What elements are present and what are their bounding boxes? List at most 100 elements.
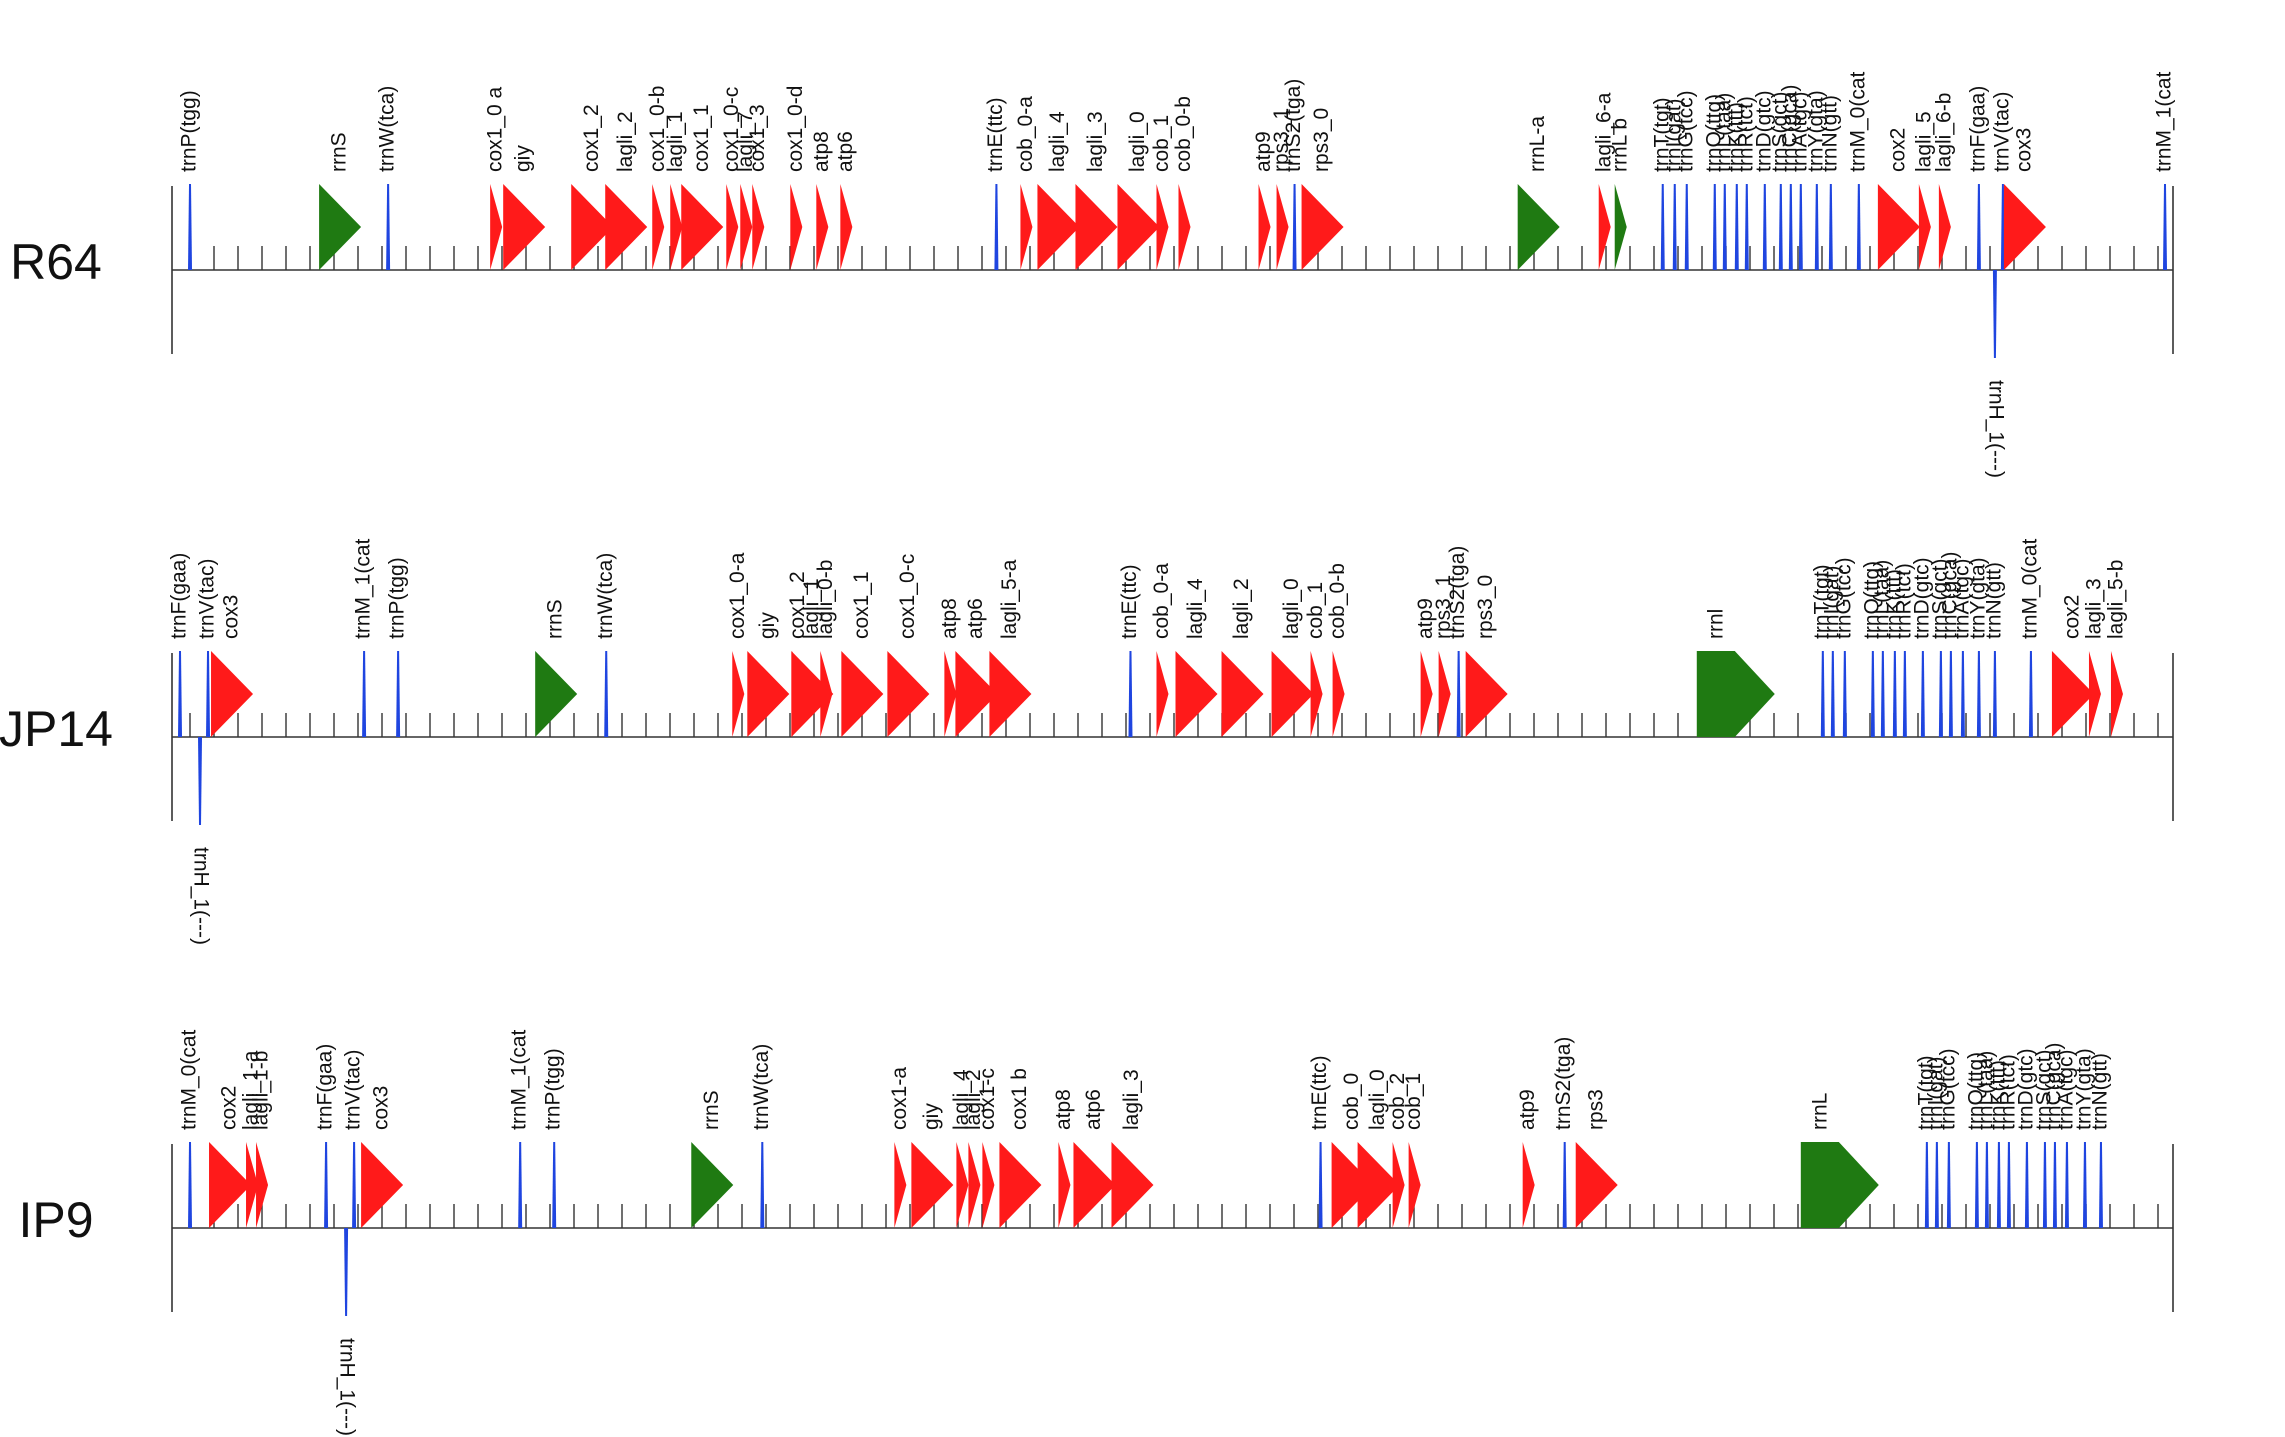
gene-label: trnD(gtc) — [2014, 1048, 2037, 1130]
gene-label: trnC(gca) — [2042, 1042, 2065, 1130]
gene-label: trnQ(ttg) — [1860, 561, 1883, 639]
gene-label: cox1_1 — [850, 571, 873, 639]
gene-label: trnF(gaa) — [314, 1044, 337, 1130]
gene-label: trnL(taa) — [1712, 93, 1735, 172]
gene-label: trnY(gta) — [1804, 90, 1827, 172]
protein-gene-feature — [1392, 1142, 1405, 1228]
gene-label: rrnS — [544, 599, 567, 639]
gene-label: trnW(tca) — [594, 553, 617, 639]
gene-label: cob_0-a — [1150, 563, 1173, 639]
protein-gene-feature — [1438, 651, 1451, 737]
trna-feature — [2000, 184, 2005, 270]
gene-label: trnQ(ttg) — [1964, 1052, 1987, 1130]
protein-gene-feature — [209, 1142, 252, 1228]
protein-gene-feature — [1020, 184, 1033, 270]
gene-label: rps3_1 — [1270, 108, 1293, 172]
trna-feature — [1992, 270, 1997, 358]
gene-label: trnW(tca) — [376, 86, 399, 172]
trna-feature — [2024, 1142, 2029, 1228]
gene-label: trnP(tgg) — [386, 557, 409, 639]
gene-label: cox1_0-c — [896, 554, 919, 639]
trna-feature — [1934, 1142, 1939, 1228]
gene-label: trnH_1(---) — [189, 847, 212, 945]
rrna-feature — [691, 1142, 734, 1228]
gene-label: trnS(gct) — [1768, 91, 1791, 172]
trna-feature — [178, 651, 183, 737]
protein-gene-feature — [989, 651, 1032, 737]
gene-label: trnV(tac) — [1990, 91, 2013, 172]
protein-gene-feature — [2110, 651, 2123, 737]
gene-label: cob_1 — [1150, 115, 1173, 172]
protein-gene-feature — [1111, 1142, 1154, 1228]
gene-label: cox2 — [218, 1086, 241, 1130]
trna-feature — [1902, 651, 1907, 737]
protein-gene-feature — [1156, 651, 1169, 737]
protein-gene-feature — [211, 651, 254, 737]
trna-feature — [1996, 1142, 2001, 1228]
protein-gene-feature — [999, 1142, 1042, 1228]
gene-label: lagli_0-b — [814, 560, 837, 639]
protein-gene-feature — [1357, 1142, 1400, 1228]
gene-label: atp9 — [1414, 598, 1437, 639]
protein-gene-feature — [841, 651, 884, 737]
gene-label: cob_2 — [1386, 1073, 1409, 1130]
gene-label: lagli_1 — [664, 111, 687, 172]
protein-gene-feature — [1156, 184, 1169, 270]
trna-feature — [206, 651, 211, 737]
gene-label: rrnS — [700, 1090, 723, 1130]
gene-label: rps3 — [1584, 1089, 1607, 1130]
trna-feature — [1892, 651, 1897, 737]
gene-label: cox1-a — [888, 1067, 911, 1130]
protein-gene-feature — [982, 1142, 995, 1228]
gene-label: rrnS — [328, 132, 351, 172]
gene-label: trnY(gta) — [1966, 557, 1989, 639]
protein-gene-feature — [1221, 651, 1264, 737]
trna-feature — [1946, 1142, 1951, 1228]
gene-label: trnI(gat) — [1924, 1056, 1947, 1130]
gene-label: trnT(tgt) — [1914, 1055, 1937, 1130]
protein-gene-feature — [1075, 184, 1118, 270]
gene-label: trnN(gtt) — [2089, 1053, 2112, 1130]
protein-gene-feature — [840, 184, 853, 270]
gene-label: trnD(gtc) — [1752, 90, 1775, 172]
protein-gene-feature — [2088, 651, 2101, 737]
gene-label: trnS2(tga) — [1446, 546, 1469, 639]
gene-label: cox2 — [1886, 128, 1909, 172]
gene-label: lagli_0 — [1280, 578, 1303, 639]
gene-label: lagli_6-a — [1592, 92, 1615, 172]
gene-label: trnI(gat) — [1820, 565, 1843, 639]
gene-label: trnQ(ttg) — [1702, 94, 1725, 172]
gene-label: trnN(gtt) — [1982, 562, 2005, 639]
trna-feature — [2052, 1142, 2057, 1228]
trna-feature — [2098, 1142, 2103, 1228]
protein-gene-feature — [820, 651, 833, 737]
gene-label: trnT(tgt) — [1650, 97, 1673, 172]
protein-gene-feature — [1301, 184, 1344, 270]
gene-label: lagli_4 — [1184, 578, 1207, 639]
gene-label: rps3_0 — [1474, 575, 1497, 639]
gene-label: cox3 — [370, 1086, 393, 1130]
gene-label: lagli_1 — [800, 578, 823, 639]
trna-feature — [188, 184, 193, 270]
protein-gene-feature — [361, 1142, 404, 1228]
protein-gene-feature — [1073, 1142, 1116, 1228]
gene-label: lagli_6-b — [1932, 93, 1955, 172]
trna-feature — [1318, 1142, 1323, 1228]
gene-label: cox1_0-b — [646, 86, 669, 172]
gene-label: trnA(tgc) — [2054, 1049, 2077, 1130]
gene-label: trnE(ttc) — [984, 97, 1007, 172]
gene-label: trnC(gca) — [1938, 551, 1961, 639]
protein-gene-feature — [1175, 651, 1218, 737]
gene-label: cox1 b — [1008, 1068, 1031, 1130]
protein-gene-feature — [747, 651, 790, 737]
protein-gene-feature — [1465, 651, 1508, 737]
trna-feature — [1920, 651, 1925, 737]
trna-feature — [362, 651, 367, 737]
gene-label: trnY(gta) — [2073, 1048, 2096, 1130]
trna-feature — [1880, 651, 1885, 737]
trna-feature — [1974, 1142, 1979, 1228]
protein-gene-feature — [1938, 184, 1951, 270]
protein-gene-feature — [1310, 651, 1323, 737]
gene-label: cox1_1 — [690, 104, 713, 172]
